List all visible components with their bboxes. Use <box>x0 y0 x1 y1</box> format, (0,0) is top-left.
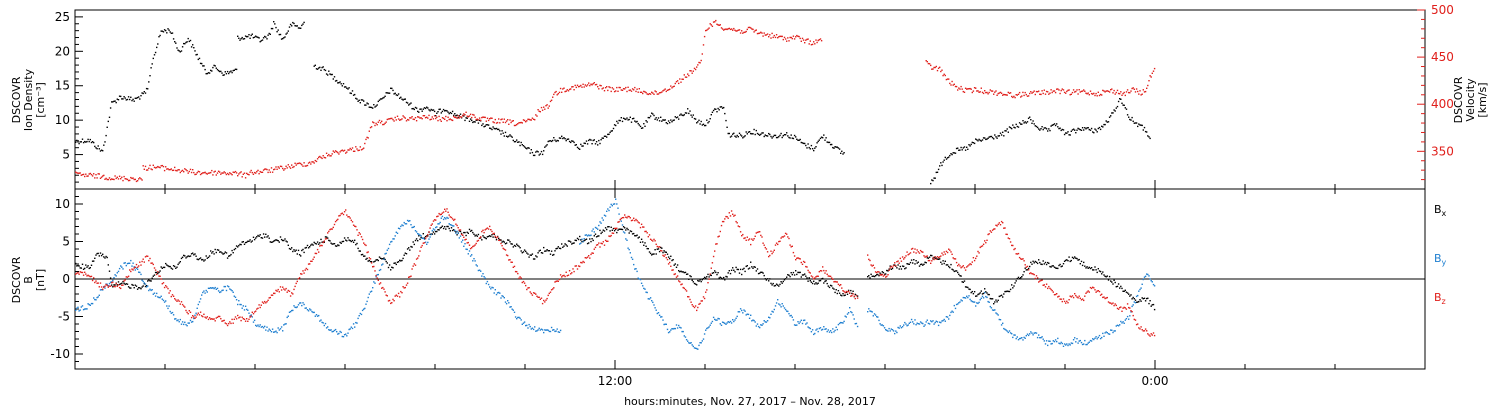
series-bz-segment-0 <box>75 208 859 327</box>
series-ion-density-segment-0 <box>75 28 238 152</box>
b-axis-title-line: DSCOVR <box>10 256 23 303</box>
legend-bx: Bx <box>1434 203 1447 218</box>
b-tick-label: -10 <box>50 347 70 361</box>
series-ion-density-segment-2 <box>313 64 845 157</box>
velocity-tick-label: 400 <box>1431 97 1454 111</box>
b-axis-title-line: [nT] <box>34 269 47 291</box>
legend-by: By <box>1434 252 1447 267</box>
series-velocity-segment-1 <box>142 164 247 179</box>
series-bz-segment-1 <box>867 220 1156 337</box>
density-tick-label: 10 <box>55 113 70 127</box>
b-tick-label: 0 <box>62 272 70 286</box>
velocity-tick-label: 500 <box>1431 3 1454 17</box>
velocity-axis-title-line: Velocity <box>1464 78 1477 122</box>
x-tick-label: 12:00 <box>598 374 633 388</box>
series-bx-segment-1 <box>867 254 1156 311</box>
series-velocity-segment-0 <box>75 171 143 183</box>
series-velocity-segment-3 <box>925 60 1156 99</box>
series-bx-segment-0 <box>75 225 859 298</box>
series-by-segment-2 <box>867 273 1156 347</box>
b-tick-label: -5 <box>58 310 70 324</box>
density-axis-title-line: Ion Density <box>22 68 35 131</box>
series-velocity-segment-2 <box>246 19 823 176</box>
x-axis-label: hours:minutes, Nov. 27, 2017 – Nov. 28, … <box>624 395 876 408</box>
legend-bz: Bz <box>1434 291 1446 306</box>
density-axis-title-line: DSCOVR <box>10 76 23 123</box>
series-ion-density-segment-1 <box>237 21 305 43</box>
series-ion-density-segment-3 <box>930 98 1151 185</box>
density-tick-label: 15 <box>55 79 70 93</box>
b-tick-label: 10 <box>55 197 70 211</box>
density-tick-label: 20 <box>55 44 70 58</box>
series-by-segment-0 <box>75 215 562 338</box>
density-tick-label: 5 <box>62 148 70 162</box>
velocity-tick-label: 450 <box>1431 50 1454 64</box>
b-tick-label: 5 <box>62 235 70 249</box>
velocity-axis-title-line: [km/s] <box>1476 82 1489 117</box>
x-tick-label: 0:00 <box>1142 374 1169 388</box>
panel-density-velocity-frame <box>74 9 1426 190</box>
series-by-segment-1 <box>579 198 859 350</box>
velocity-axis-title-line: DSCOVR <box>1452 76 1465 123</box>
velocity-tick-label: 350 <box>1431 144 1454 158</box>
density-tick-label: 25 <box>55 10 70 24</box>
density-axis-title-line: [cm⁻³] <box>34 82 47 118</box>
b-axis-title-line: B <box>22 276 35 284</box>
